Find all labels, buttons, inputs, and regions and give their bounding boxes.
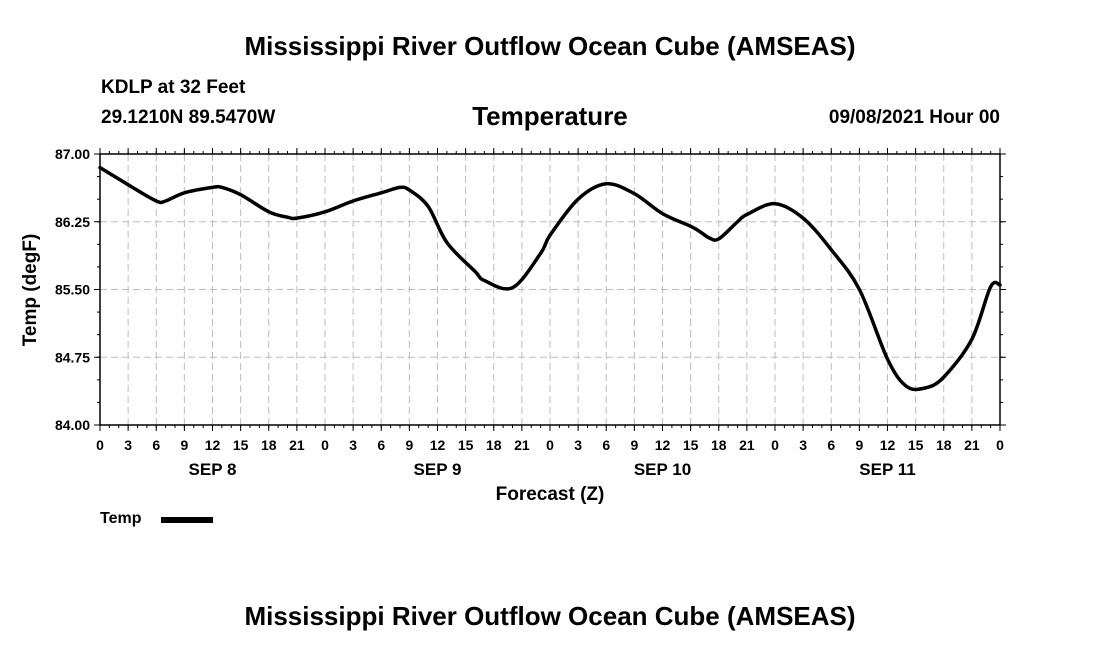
- series-line-temp: [98, 165, 1002, 392]
- x-tick-label: 0: [321, 437, 329, 453]
- x-tick-label: 6: [377, 437, 385, 453]
- day-label: SEP 11: [859, 460, 915, 479]
- x-tick-label: 0: [771, 437, 779, 453]
- y-axis-label: Temp (degF): [20, 234, 41, 347]
- y-tick-label: 86.25: [55, 214, 90, 230]
- x-tick-label: 18: [936, 437, 952, 453]
- x-tick-label: 12: [880, 437, 896, 453]
- day-labels: SEP 8 SEP 9 SEP 10 SEP 11: [189, 460, 916, 479]
- x-tick-label: 3: [574, 437, 582, 453]
- x-tick-label: 15: [908, 437, 924, 453]
- y-tick-label: 84.75: [55, 349, 90, 365]
- x-tick-label: 21: [964, 437, 980, 453]
- x-tick-label: 15: [683, 437, 699, 453]
- x-tick-labels: 0 3 6 9 12 15 18 21 0 3 6 9 12 15 18 21 0 3 6 9 12 15 18 21 0 3 6 9…: [96, 437, 1004, 453]
- x-tick-label: 15: [233, 437, 249, 453]
- x-tick-label: 3: [799, 437, 807, 453]
- x-tick-label: 18: [711, 437, 727, 453]
- x-tick-label: 0: [96, 437, 104, 453]
- legend-label: Temp: [100, 510, 142, 527]
- x-tick-label: 18: [486, 437, 502, 453]
- x-axis-label: Forecast (Z): [496, 484, 605, 505]
- x-tick-label: 9: [180, 437, 188, 453]
- x-tick-label: 12: [430, 437, 446, 453]
- x-tick-label: 6: [827, 437, 835, 453]
- day-label: SEP 9: [414, 460, 462, 479]
- x-tick-label: 12: [655, 437, 671, 453]
- x-tick-label: 6: [602, 437, 610, 453]
- run-time: 09/08/2021 Hour 00: [828, 107, 1000, 128]
- x-tick-label: 3: [349, 437, 357, 453]
- day-label: SEP 8: [189, 460, 237, 479]
- x-tick-label: 15: [458, 437, 474, 453]
- station-coords: 29.1210N 89.5470W: [101, 107, 276, 128]
- x-tick-label: 6: [152, 437, 160, 453]
- y-tick-label: 85.50: [55, 282, 90, 298]
- x-tick-label: 21: [289, 437, 305, 453]
- x-tick-label: 12: [205, 437, 221, 453]
- day-label: SEP 10: [634, 460, 691, 479]
- y-tick-label: 84.00: [55, 417, 90, 433]
- x-tick-label: 9: [405, 437, 413, 453]
- legend-swatch: [161, 517, 213, 523]
- x-tick-label: 18: [261, 437, 277, 453]
- x-tick-label: 3: [124, 437, 132, 453]
- grid: [100, 154, 1000, 425]
- x-tick-label: 21: [514, 437, 530, 453]
- x-tick-label: 0: [546, 437, 554, 453]
- y-tick-label: 87.00: [55, 146, 90, 162]
- x-tick-label: 9: [855, 437, 863, 453]
- station-label: KDLP at 32 Feet: [101, 77, 246, 98]
- x-tick-label: 21: [739, 437, 755, 453]
- plot-frame: [99, 153, 1001, 426]
- x-tick-label: 0: [996, 437, 1004, 453]
- y-tick-labels: 84.00 84.75 85.50 86.25 87.00: [55, 146, 90, 433]
- x-tick-label: 9: [630, 437, 638, 453]
- footer-title: Mississippi River Outflow Ocean Cube (AM…: [244, 601, 856, 631]
- main-title: Mississippi River Outflow Ocean Cube (AM…: [244, 31, 856, 61]
- variable-title: Temperature: [472, 101, 628, 131]
